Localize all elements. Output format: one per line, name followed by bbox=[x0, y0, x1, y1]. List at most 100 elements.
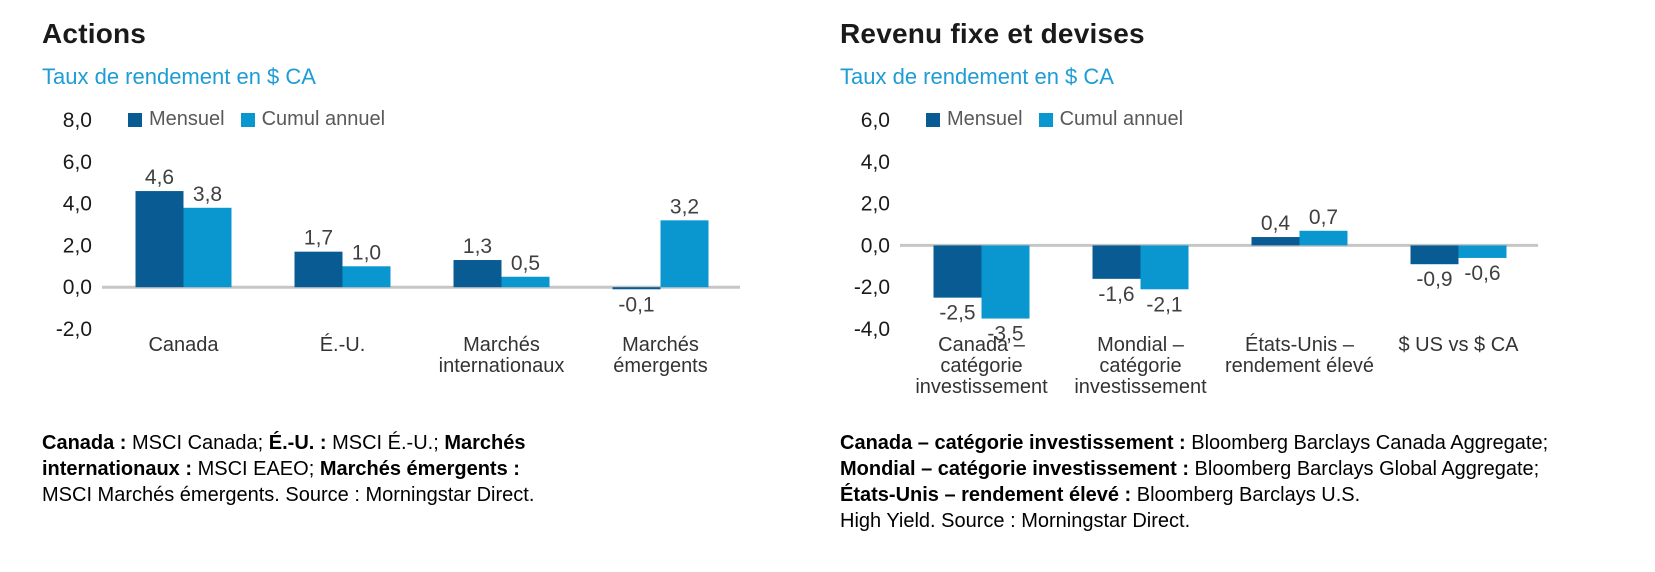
y-axis-tick: 0,0 bbox=[861, 234, 890, 257]
bar bbox=[294, 251, 343, 288]
value-label: -3,5 bbox=[987, 323, 1023, 346]
footnote-text: Bloomberg Barclays Global Aggregate; bbox=[1189, 458, 1540, 480]
bar bbox=[453, 260, 502, 288]
footnote-line: Mondial – catégorie investissement : Blo… bbox=[840, 456, 1640, 482]
footnote-term: États-Unis – rendement élevé : bbox=[840, 484, 1132, 506]
footnote-line: internationaux : MSCI EAEO; Marchés émer… bbox=[42, 456, 782, 482]
y-axis-tick: -2,0 bbox=[854, 276, 890, 299]
footnote-term: internationaux : bbox=[42, 458, 193, 480]
chart-area-revenu-fixe: Mensuel Cumul annuel 6,0 4,0 2,0 0,0 -2,0 -4,0… bbox=[840, 104, 1540, 404]
legend-item: Cumul annuel bbox=[1038, 108, 1184, 131]
category-label: É.-U. bbox=[320, 333, 366, 356]
footnote-text: Bloomberg Barclays U.S. bbox=[1131, 484, 1361, 506]
legend-label: Mensuel bbox=[947, 108, 1023, 130]
category-label: Marchés bbox=[463, 334, 540, 356]
category-label: États-Unis – bbox=[1245, 333, 1355, 356]
y-axis-tick: 4,0 bbox=[63, 193, 92, 216]
value-label: 3,8 bbox=[193, 183, 222, 206]
bar bbox=[342, 266, 391, 288]
value-label: 3,2 bbox=[670, 195, 699, 218]
category-label: rendement élevé bbox=[1225, 355, 1374, 377]
bar bbox=[1458, 245, 1507, 258]
bar bbox=[1251, 237, 1300, 246]
value-label: -0,6 bbox=[1464, 262, 1500, 285]
footnote-line: MSCI Marchés émergents. Source : Morning… bbox=[42, 482, 782, 508]
y-axis-tick: 8,0 bbox=[63, 109, 92, 132]
y-axis-tick: 2,0 bbox=[861, 193, 890, 216]
value-label: 1,0 bbox=[352, 241, 381, 264]
footnote-line: Canada : MSCI Canada; É.-U. : MSCI É.-U.… bbox=[42, 430, 782, 456]
category-label: émergents bbox=[613, 355, 708, 377]
chart-subtitle-2: Taux de rendement en $ CA bbox=[840, 64, 1114, 89]
legend-item: Cumul annuel bbox=[240, 108, 385, 131]
footnote-actions: Canada : MSCI Canada; É.-U. : MSCI É.-U.… bbox=[42, 430, 782, 508]
footnote-text: High Yield. Source : Morningstar Direct. bbox=[840, 510, 1191, 532]
footnote-term: Marchés bbox=[444, 432, 526, 454]
page-title: Actions bbox=[42, 18, 147, 49]
actions-panel: Actions Taux de rendement en $ CA Mensue… bbox=[42, 14, 782, 508]
footnote-term: Canada – catégorie investissement : bbox=[840, 432, 1186, 454]
category-label: investissement bbox=[1074, 376, 1207, 398]
y-axis-tick: 0,0 bbox=[63, 276, 92, 299]
footnote-term: É.-U. : bbox=[268, 432, 327, 454]
footnote-revenu-fixe: Canada – catégorie investissement : Bloo… bbox=[840, 430, 1640, 534]
value-label: -1,6 bbox=[1098, 283, 1134, 306]
legend-swatch-icon bbox=[1038, 112, 1053, 127]
bar-chart-actions: 8,0 6,0 4,0 2,0 0,0 -2,0 4,6 3,8 Canada 1,7 1,0 É.-… bbox=[56, 109, 740, 377]
bar bbox=[1140, 245, 1189, 290]
value-label: 0,7 bbox=[1309, 206, 1338, 229]
chart-area-actions: Mensuel Cumul annuel 8,0 6,0 4,0 2,0 0,0 -2,0 4… bbox=[42, 104, 742, 404]
legend-label: Mensuel bbox=[149, 108, 225, 130]
y-axis-tick: -4,0 bbox=[854, 318, 890, 341]
bar bbox=[1092, 245, 1141, 279]
category-label: investissement bbox=[915, 376, 1048, 398]
legend-swatch-icon bbox=[240, 112, 255, 127]
category-label: $ US vs $ CA bbox=[1398, 334, 1519, 356]
value-label: -2,1 bbox=[1146, 293, 1182, 316]
bar bbox=[501, 276, 550, 288]
footnote-text: MSCI É.-U.; bbox=[326, 432, 445, 454]
footnote-text: MSCI EAEO; bbox=[192, 458, 320, 480]
bar bbox=[135, 191, 184, 288]
category-label: Mondial – bbox=[1097, 334, 1185, 356]
y-axis-tick: 6,0 bbox=[861, 109, 890, 132]
value-label: 1,3 bbox=[463, 235, 492, 258]
footnote-text: Bloomberg Barclays Canada Aggregate; bbox=[1185, 432, 1549, 454]
chart-subtitle: Taux de rendement en $ CA bbox=[42, 64, 316, 89]
y-axis-tick: -2,0 bbox=[56, 318, 92, 341]
footnote-text: MSCI Marchés émergents. Source : Morning… bbox=[42, 484, 535, 506]
category-label: catégorie bbox=[940, 355, 1022, 377]
value-label: -0,9 bbox=[1416, 268, 1452, 291]
value-label: -2,5 bbox=[939, 302, 975, 325]
footnote-line: High Yield. Source : Morningstar Direct. bbox=[840, 508, 1640, 534]
bar bbox=[933, 245, 982, 298]
bar bbox=[1299, 230, 1348, 246]
category-label: Canada bbox=[148, 334, 219, 356]
footnote-text: MSCI Canada; bbox=[126, 432, 269, 454]
bar bbox=[660, 220, 709, 288]
value-label: 0,4 bbox=[1261, 212, 1291, 235]
revenu-fixe-panel: Revenu fixe et devises Taux de rendement… bbox=[840, 14, 1640, 534]
value-label: 0,5 bbox=[511, 252, 540, 275]
legend-item: Mensuel bbox=[926, 108, 1023, 131]
bar bbox=[612, 287, 661, 290]
legend: Mensuel Cumul annuel bbox=[926, 108, 1183, 131]
legend: Mensuel Cumul annuel bbox=[128, 108, 385, 131]
footnote-term: Marchés émergents : bbox=[319, 458, 520, 480]
y-axis-tick: 4,0 bbox=[861, 151, 890, 174]
category-label: Canada – bbox=[938, 334, 1026, 356]
legend-swatch-icon bbox=[926, 112, 940, 127]
footnote-term: Mondial – catégorie investissement : bbox=[840, 458, 1189, 480]
footnote-term: Canada : bbox=[42, 432, 127, 454]
y-axis-tick: 6,0 bbox=[63, 151, 92, 174]
category-label: catégorie bbox=[1099, 355, 1181, 377]
bar bbox=[183, 207, 232, 288]
footnote-line: États-Unis – rendement élevé : Bloomberg… bbox=[840, 482, 1640, 508]
legend-swatch-icon bbox=[128, 112, 142, 127]
value-label: -0,1 bbox=[618, 293, 654, 316]
bar bbox=[1410, 245, 1459, 265]
legend-item: Mensuel bbox=[128, 108, 225, 131]
legend-label: Cumul annuel bbox=[1059, 108, 1184, 130]
category-label: internationaux bbox=[439, 355, 565, 377]
